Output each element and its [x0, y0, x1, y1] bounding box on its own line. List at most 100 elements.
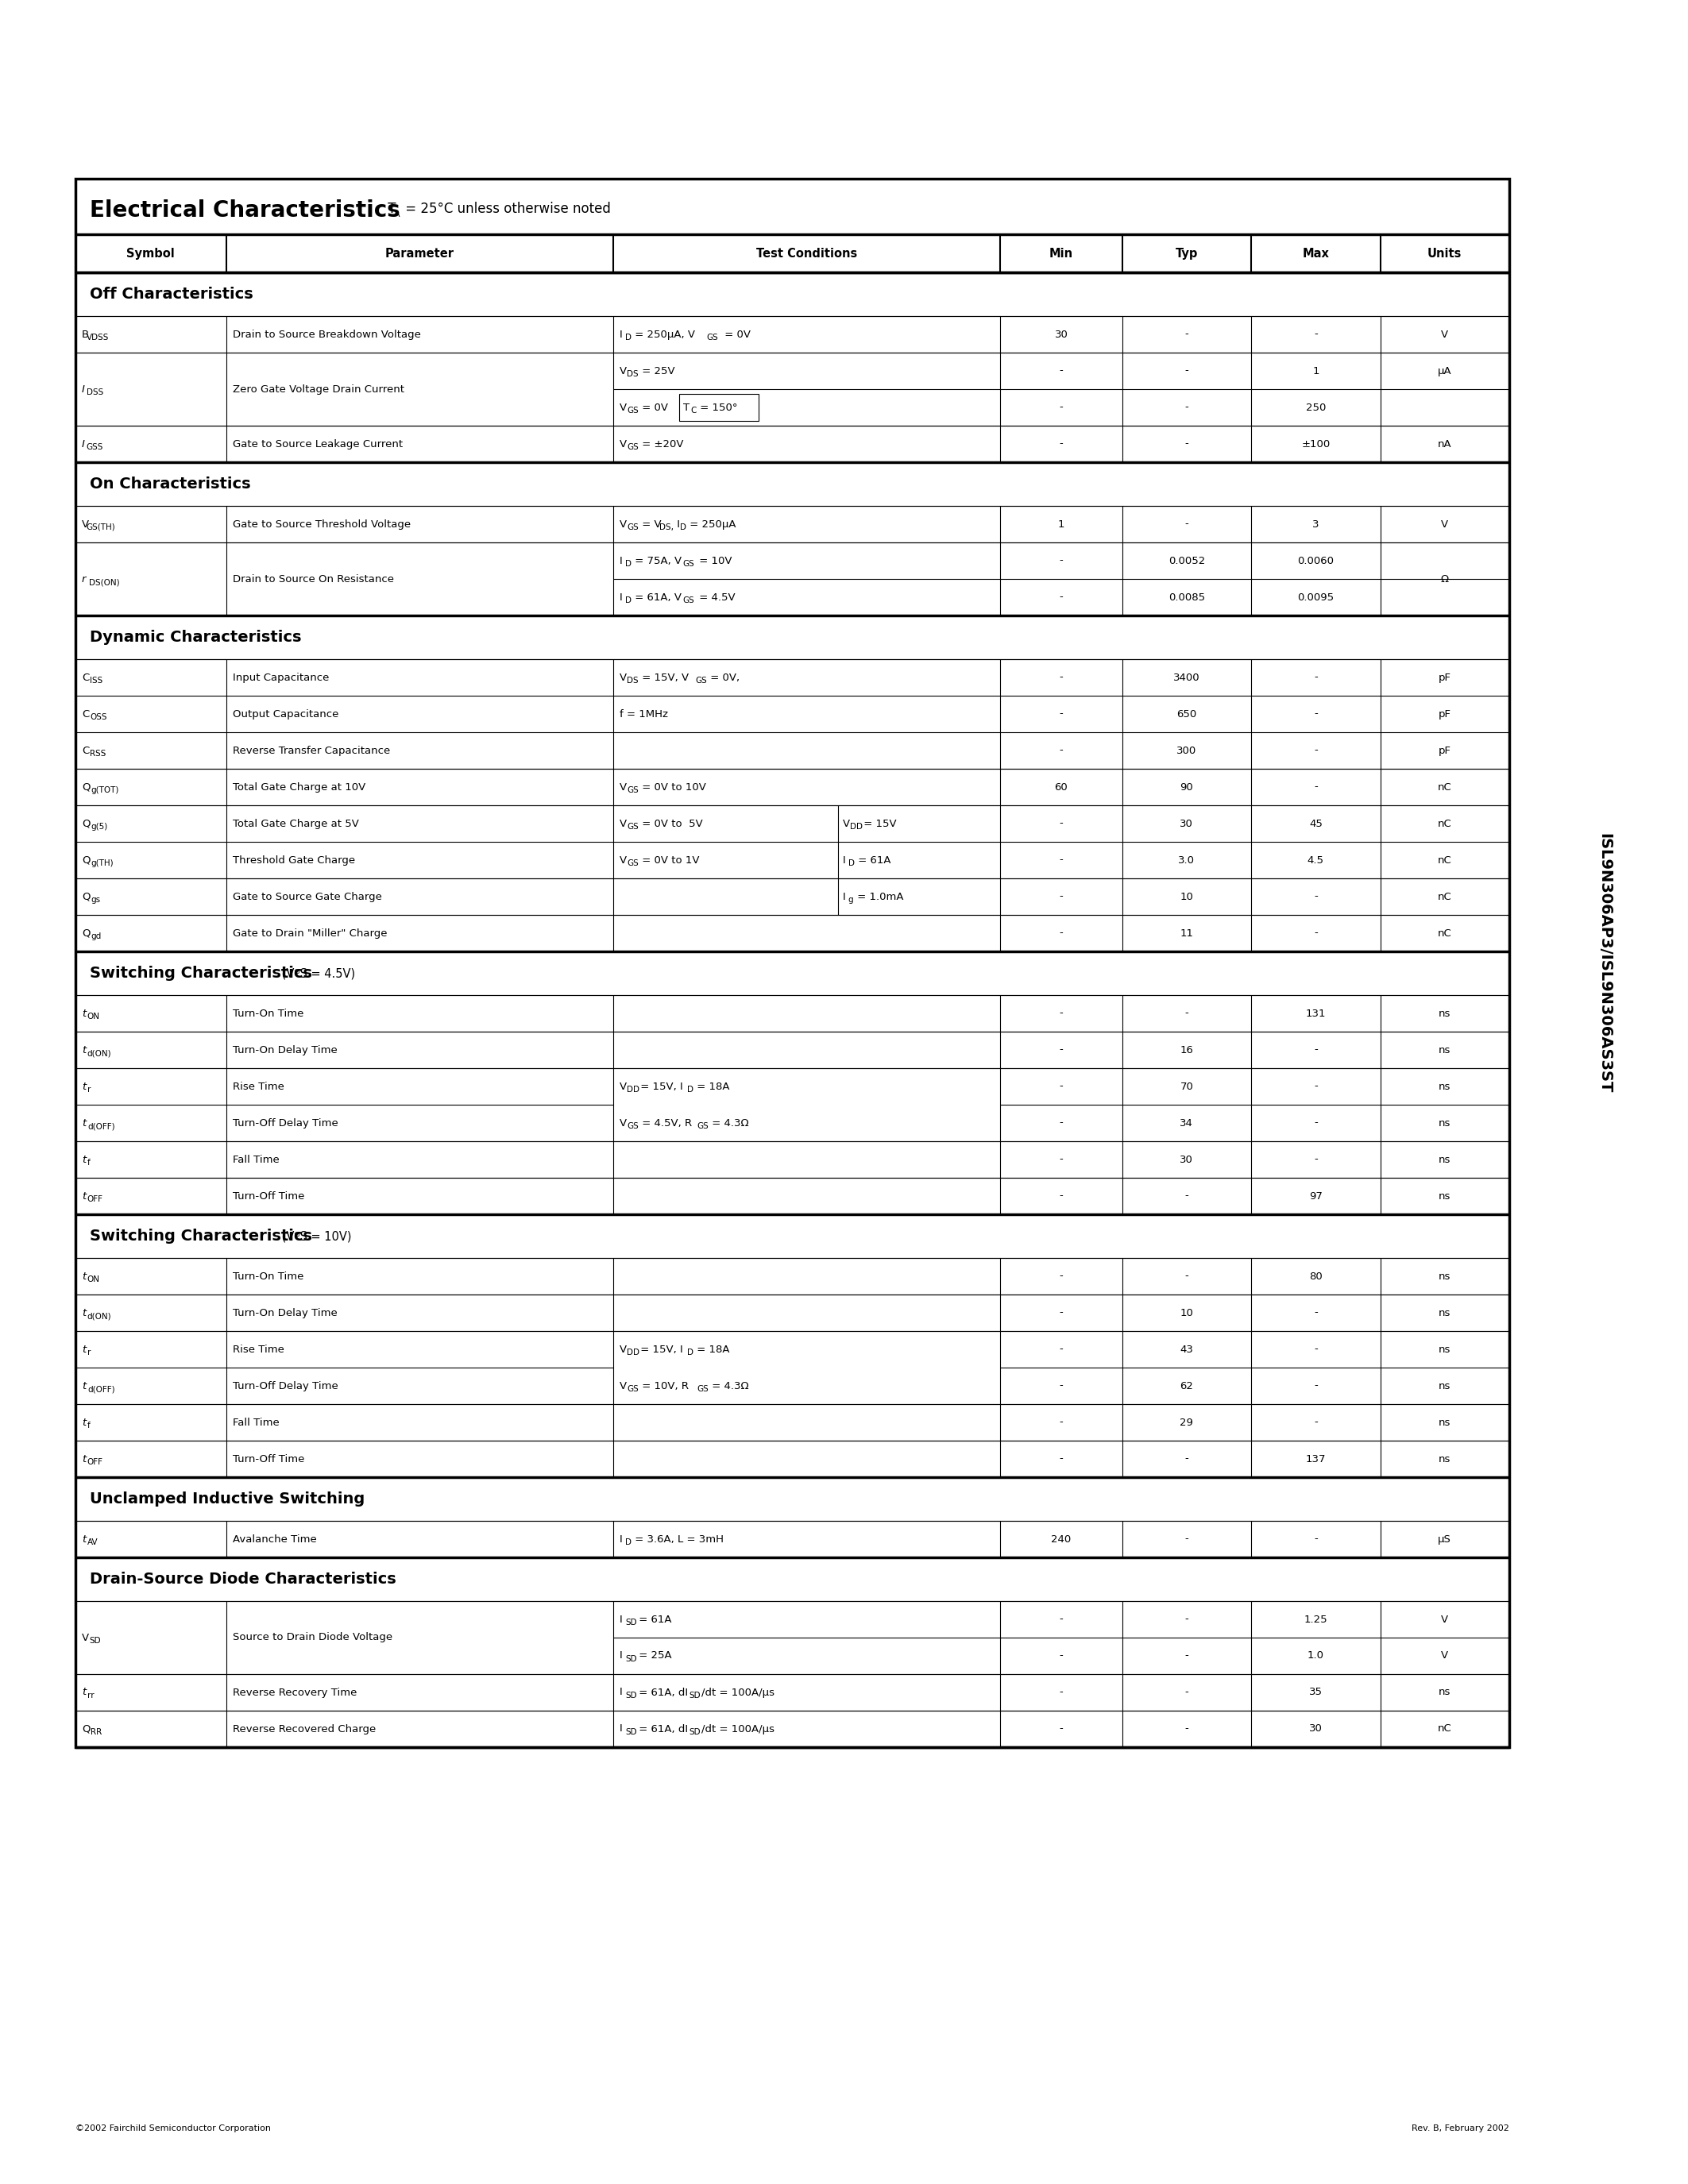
- Text: Off Characteristics: Off Characteristics: [89, 286, 253, 301]
- Text: ns: ns: [1438, 1455, 1452, 1463]
- Text: ns: ns: [1438, 1271, 1452, 1282]
- Text: ISS: ISS: [89, 677, 103, 684]
- Text: -: -: [1313, 745, 1318, 756]
- Text: Q: Q: [81, 854, 89, 865]
- Text: nC: nC: [1438, 891, 1452, 902]
- Text: V: V: [81, 1631, 89, 1642]
- Text: B: B: [81, 330, 89, 339]
- Text: -: -: [1313, 1533, 1318, 1544]
- Text: 10: 10: [1180, 891, 1193, 902]
- Text: I: I: [619, 1533, 623, 1544]
- Text: 80: 80: [1310, 1271, 1322, 1282]
- Text: GS: GS: [695, 677, 707, 684]
- Text: DS: DS: [626, 677, 638, 684]
- Text: 0.0052: 0.0052: [1168, 555, 1205, 566]
- Text: -: -: [1060, 1044, 1063, 1055]
- Text: d(OFF): d(OFF): [88, 1385, 115, 1393]
- Text: Units: Units: [1428, 247, 1462, 260]
- Text: t: t: [81, 1688, 86, 1697]
- Text: Total Gate Charge at 10V: Total Gate Charge at 10V: [233, 782, 365, 793]
- Text: = 75A, V: = 75A, V: [631, 555, 682, 566]
- Text: ON: ON: [88, 1275, 100, 1284]
- Text: μS: μS: [1438, 1533, 1452, 1544]
- Text: C: C: [81, 673, 89, 684]
- Text: Turn-Off Delay Time: Turn-Off Delay Time: [233, 1118, 338, 1129]
- Text: D: D: [847, 858, 854, 867]
- Text: -: -: [1060, 1118, 1063, 1129]
- Text: = 10V, R: = 10V, R: [638, 1380, 689, 1391]
- Text: g(TH): g(TH): [91, 858, 113, 867]
- Text: Unclamped Inductive Switching: Unclamped Inductive Switching: [89, 1492, 365, 1507]
- Text: GS: GS: [626, 443, 638, 452]
- Text: ns: ns: [1438, 1190, 1452, 1201]
- Text: Drain-Source Diode Characteristics: Drain-Source Diode Characteristics: [89, 1572, 397, 1588]
- Text: ns: ns: [1438, 1009, 1452, 1018]
- Text: = ±20V: = ±20V: [638, 439, 684, 450]
- Text: Turn-Off Delay Time: Turn-Off Delay Time: [233, 1380, 338, 1391]
- Text: 60: 60: [1055, 782, 1069, 793]
- Text: VDSS: VDSS: [86, 334, 108, 341]
- Text: r: r: [81, 574, 86, 583]
- Text: D: D: [625, 596, 631, 605]
- Text: Min: Min: [1050, 247, 1074, 260]
- Text: -: -: [1313, 1343, 1318, 1354]
- Bar: [76, 179, 1509, 1747]
- Text: -: -: [1060, 1155, 1063, 1164]
- Text: 10: 10: [1180, 1308, 1193, 1317]
- Text: Rev. B, February 2002: Rev. B, February 2002: [1411, 2125, 1509, 2132]
- Text: I: I: [619, 1688, 623, 1697]
- Text: Symbol: Symbol: [127, 247, 176, 260]
- Text: g(5): g(5): [91, 823, 108, 830]
- Text: d(OFF): d(OFF): [88, 1123, 115, 1129]
- Text: Q: Q: [81, 891, 89, 902]
- Text: ns: ns: [1438, 1081, 1452, 1092]
- Text: 1: 1: [1058, 520, 1065, 529]
- Text: -: -: [1060, 928, 1063, 939]
- Text: Reverse Transfer Capacitance: Reverse Transfer Capacitance: [233, 745, 390, 756]
- Text: 30: 30: [1055, 330, 1069, 339]
- Text: 137: 137: [1305, 1455, 1325, 1463]
- Text: ON: ON: [88, 1013, 100, 1020]
- Text: gd: gd: [91, 933, 101, 941]
- Text: 4.5: 4.5: [1308, 854, 1323, 865]
- Text: Avalanche Time: Avalanche Time: [233, 1533, 316, 1544]
- Text: -: -: [1313, 1308, 1318, 1317]
- Text: t: t: [81, 1118, 86, 1129]
- Text: GS: GS: [626, 406, 638, 415]
- Text: 43: 43: [1180, 1343, 1193, 1354]
- Text: -: -: [1185, 402, 1188, 413]
- Text: AV: AV: [88, 1538, 98, 1546]
- Text: Zero Gate Voltage Drain Current: Zero Gate Voltage Drain Current: [233, 384, 403, 395]
- Text: -: -: [1060, 439, 1063, 450]
- Text: -: -: [1313, 1118, 1318, 1129]
- Text: = 15V, I: = 15V, I: [636, 1081, 684, 1092]
- Text: V: V: [842, 819, 849, 828]
- Text: = 18A: = 18A: [694, 1081, 729, 1092]
- Text: V: V: [619, 854, 626, 865]
- Text: -: -: [1185, 1723, 1188, 1734]
- Text: -: -: [1185, 520, 1188, 529]
- Text: = 0V to 10V: = 0V to 10V: [638, 782, 706, 793]
- Text: 97: 97: [1308, 1190, 1322, 1201]
- Text: 650: 650: [1177, 710, 1197, 719]
- Text: -: -: [1313, 673, 1318, 684]
- Text: GS: GS: [626, 1385, 638, 1393]
- Text: Gate to Source Leakage Current: Gate to Source Leakage Current: [233, 439, 402, 450]
- Text: -: -: [1060, 745, 1063, 756]
- Text: Q: Q: [81, 782, 89, 793]
- Bar: [679, 393, 758, 422]
- Text: I: I: [619, 1614, 623, 1625]
- Text: Turn-On Time: Turn-On Time: [233, 1271, 304, 1282]
- Text: = 250μA: = 250μA: [687, 520, 736, 529]
- Text: GS: GS: [626, 823, 638, 830]
- Text: r: r: [88, 1085, 91, 1094]
- Text: I: I: [619, 1723, 623, 1734]
- Text: Max: Max: [1301, 247, 1328, 260]
- Text: SD: SD: [689, 1693, 701, 1699]
- Text: -: -: [1060, 1417, 1063, 1428]
- Text: V: V: [619, 1081, 626, 1092]
- Text: = 0V to  5V: = 0V to 5V: [638, 819, 702, 828]
- Text: -: -: [1185, 330, 1188, 339]
- Text: ns: ns: [1438, 1417, 1452, 1428]
- Text: I: I: [619, 592, 623, 603]
